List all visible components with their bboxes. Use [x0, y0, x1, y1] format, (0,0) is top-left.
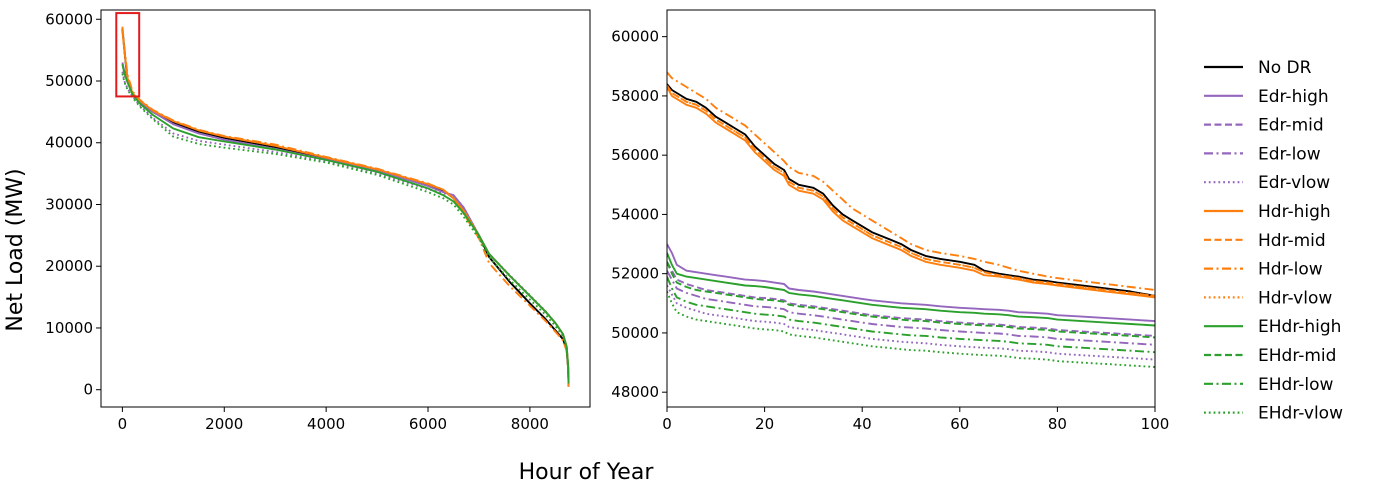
legend-label-hdr-mid: Hdr-mid	[1258, 231, 1326, 251]
x-tick-label: 6000	[409, 415, 447, 433]
x-tick-label: 60	[950, 415, 969, 433]
legend-label-hdr-low: Hdr-low	[1258, 260, 1323, 280]
y-tick-label: 60000	[45, 10, 93, 28]
x-tick-label: 100	[1141, 415, 1170, 433]
x-tick-label: 4000	[307, 415, 345, 433]
y-tick-label: 48000	[611, 383, 659, 401]
zoom-region-box	[115, 12, 141, 98]
y-tick-label: 0	[83, 381, 93, 399]
series-line-no dr	[121, 28, 570, 387]
panel-zoom: 0 20 40 60 80 100 48000 50000 52000 54000 56000 580…	[611, 9, 1170, 433]
series-line-edr-vlow	[121, 71, 570, 384]
y-tick-label: 50000	[45, 72, 93, 90]
legend-label-no dr: No DR	[1258, 58, 1312, 78]
y-axis-label: Net Load (MW)	[3, 168, 28, 331]
x-tick-label: 2000	[205, 415, 243, 433]
y-tick-label: 40000	[45, 134, 93, 152]
series-line-hdr-mid	[667, 84, 1155, 297]
series-line-ehdr-vlow	[667, 291, 1155, 368]
legend-label-ehdr-low: EHdr-low	[1258, 375, 1333, 395]
legend-label-edr-mid: Edr-mid	[1258, 116, 1324, 136]
series-line-no dr	[667, 83, 1155, 297]
legend-label-hdr-vlow: Hdr-vlow	[1258, 288, 1332, 308]
legend-label-hdr-high: Hdr-high	[1258, 202, 1331, 222]
y-tick-label: 56000	[611, 146, 659, 164]
y-tick-label: 60000	[611, 28, 659, 46]
axes-frame	[100, 9, 591, 408]
series-line-ehdr-vlow	[121, 73, 570, 385]
series-line-ehdr-high	[667, 252, 1155, 327]
legend-label-ehdr-vlow: EHdr-vlow	[1258, 404, 1343, 424]
series-line-ehdr-mid	[667, 261, 1155, 339]
series-line-hdr-low	[121, 26, 570, 387]
series-line-edr-high	[121, 62, 570, 384]
panel-full-year: 0 2000 4000 6000 8000 0 10000 20000 30000 40000 50…	[45, 9, 591, 433]
series-line-hdr-high	[121, 31, 570, 384]
legend: No DR Edr-high Edr-mid Edr-low Edr-vlow Hdr-h…	[1204, 58, 1343, 424]
x-axis-label: Hour of Year	[519, 460, 655, 485]
series-line-ehdr-low	[667, 276, 1155, 354]
legend-label-ehdr-mid: EHdr-mid	[1258, 346, 1336, 366]
y-tick-label: 54000	[611, 205, 659, 223]
y-tick-label: 20000	[45, 257, 93, 275]
y-tick-label: 52000	[611, 265, 659, 283]
legend-label-edr-vlow: Edr-vlow	[1258, 173, 1330, 193]
x-tick-label: 0	[118, 415, 128, 433]
y-tick-label: 58000	[611, 87, 659, 105]
series-line-edr-vlow	[667, 285, 1155, 361]
series-line-hdr-low	[667, 71, 1155, 291]
series-line-edr-low	[667, 270, 1155, 346]
series-line-ehdr-high	[121, 64, 570, 384]
series-line-edr-mid	[667, 261, 1155, 337]
y-tick-label: 30000	[45, 195, 93, 213]
series-line-edr-high	[667, 243, 1155, 323]
x-tick-label: 80	[1048, 415, 1067, 433]
axes-frame	[666, 9, 1156, 408]
x-tick-label: 40	[853, 415, 872, 433]
x-tick-label: 0	[662, 415, 672, 433]
legend-label-edr-high: Edr-high	[1258, 87, 1329, 107]
series-line-hdr-vlow	[667, 84, 1155, 297]
x-tick-label: 8000	[511, 415, 549, 433]
legend-label-edr-low: Edr-low	[1258, 144, 1321, 164]
y-tick-label: 50000	[611, 324, 659, 342]
legend-label-ehdr-high: EHdr-high	[1258, 317, 1341, 337]
y-tick-label: 10000	[45, 319, 93, 337]
x-tick-label: 20	[755, 415, 774, 433]
series-line-hdr-high	[667, 86, 1155, 299]
